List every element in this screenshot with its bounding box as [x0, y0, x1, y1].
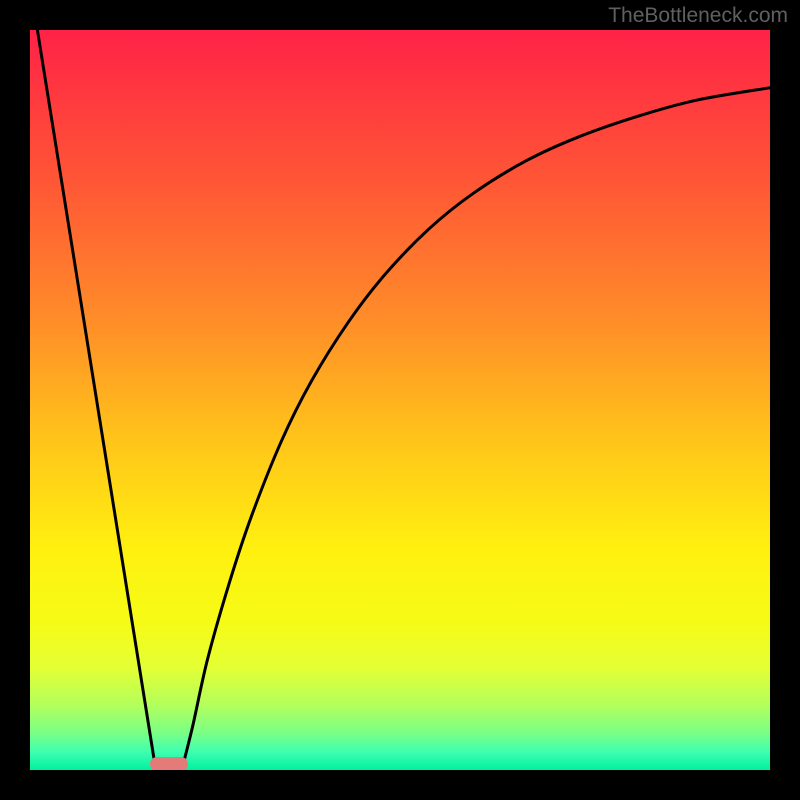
watermark-text: TheBottleneck.com — [608, 4, 788, 28]
left-descending-line — [37, 30, 155, 770]
frame-border-bottom — [0, 770, 800, 800]
plot-area — [30, 30, 770, 770]
frame-border-left — [0, 0, 30, 800]
right-rising-curve — [182, 88, 770, 770]
frame-border-right — [770, 0, 800, 800]
curve-layer — [30, 30, 770, 770]
bottleneck-marker — [150, 757, 188, 770]
